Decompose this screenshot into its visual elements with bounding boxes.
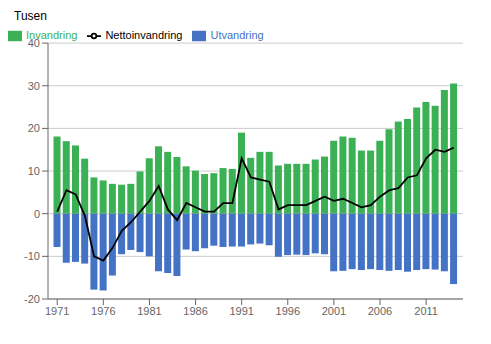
svg-text:-20: -20 bbox=[24, 293, 40, 305]
svg-text:1986: 1986 bbox=[183, 305, 207, 317]
svg-text:1991: 1991 bbox=[229, 305, 253, 317]
svg-text:1996: 1996 bbox=[276, 305, 300, 317]
svg-text:2001: 2001 bbox=[322, 305, 346, 317]
svg-text:40: 40 bbox=[28, 37, 40, 49]
svg-text:0: 0 bbox=[34, 208, 40, 220]
svg-text:-10: -10 bbox=[24, 250, 40, 262]
svg-text:30: 30 bbox=[28, 80, 40, 92]
svg-text:2006: 2006 bbox=[368, 305, 392, 317]
svg-text:1971: 1971 bbox=[45, 305, 69, 317]
svg-text:2011: 2011 bbox=[414, 305, 438, 317]
svg-text:1976: 1976 bbox=[91, 305, 115, 317]
svg-text:1981: 1981 bbox=[137, 305, 161, 317]
svg-text:10: 10 bbox=[28, 165, 40, 177]
svg-text:20: 20 bbox=[28, 122, 40, 134]
